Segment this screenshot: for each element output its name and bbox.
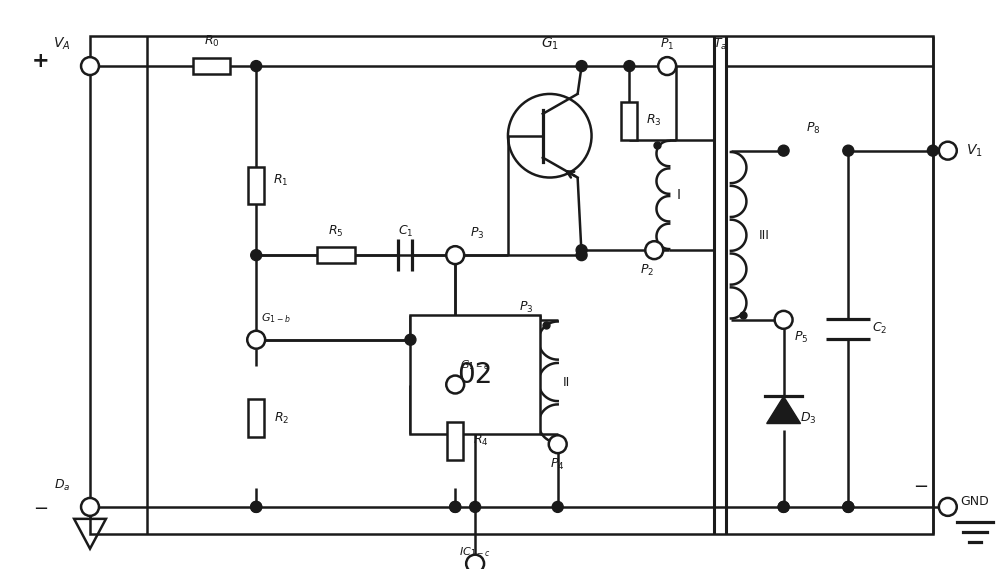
Bar: [447, 422, 463, 459]
Text: $G_1$: $G_1$: [541, 36, 559, 52]
Bar: [90, 36, 933, 534]
Circle shape: [576, 245, 587, 255]
Circle shape: [81, 57, 99, 75]
Polygon shape: [767, 397, 801, 424]
Circle shape: [843, 502, 854, 512]
Text: $R_3$: $R_3$: [646, 113, 662, 128]
Bar: [248, 400, 264, 437]
Text: $P_3$: $P_3$: [519, 300, 533, 315]
Text: 02: 02: [457, 361, 493, 389]
Text: $R_1$: $R_1$: [273, 173, 289, 188]
Text: $C_1$: $C_1$: [398, 223, 413, 239]
Text: $P_2$: $P_2$: [640, 263, 654, 278]
Circle shape: [446, 376, 464, 393]
Text: $D_a$: $D_a$: [54, 478, 70, 492]
Text: $G_{1-b}$: $G_{1-b}$: [261, 311, 291, 325]
Text: $P_8$: $P_8$: [806, 121, 821, 136]
Circle shape: [778, 145, 789, 156]
Text: GND: GND: [960, 495, 989, 508]
Circle shape: [251, 502, 262, 512]
Circle shape: [624, 60, 635, 72]
Text: $R_0$: $R_0$: [204, 34, 219, 49]
Text: III: III: [759, 229, 770, 242]
Circle shape: [466, 555, 484, 570]
Circle shape: [658, 57, 676, 75]
Text: $-$: $-$: [33, 498, 48, 516]
Circle shape: [843, 502, 854, 512]
Text: +: +: [31, 51, 49, 71]
Text: II: II: [563, 376, 570, 389]
Circle shape: [775, 311, 793, 329]
Text: $R_5$: $R_5$: [328, 223, 344, 239]
Circle shape: [450, 502, 461, 512]
Circle shape: [927, 145, 938, 156]
Text: $P_3$: $P_3$: [470, 226, 485, 241]
Circle shape: [778, 502, 789, 512]
Text: $P_5$: $P_5$: [794, 330, 809, 345]
Circle shape: [251, 60, 262, 72]
Text: $V_A$: $V_A$: [53, 36, 71, 52]
Circle shape: [81, 498, 99, 516]
Text: $R_2$: $R_2$: [274, 411, 290, 426]
Bar: [193, 58, 230, 74]
Circle shape: [251, 250, 262, 260]
Circle shape: [552, 502, 563, 512]
Text: $D_3$: $D_3$: [800, 411, 817, 426]
Circle shape: [576, 60, 587, 72]
Text: $G_{1-e}$: $G_{1-e}$: [460, 358, 490, 372]
Text: $IC_{1-c}$: $IC_{1-c}$: [459, 545, 491, 559]
Text: $C_2$: $C_2$: [872, 321, 888, 336]
Text: $T_a$: $T_a$: [713, 36, 727, 52]
Bar: [410, 315, 540, 434]
Bar: [621, 102, 637, 140]
Text: $V_1$: $V_1$: [966, 142, 983, 159]
Circle shape: [576, 250, 587, 260]
Circle shape: [843, 145, 854, 156]
Circle shape: [778, 502, 789, 512]
Text: $P_1$: $P_1$: [660, 36, 674, 52]
Bar: [248, 166, 264, 205]
Bar: [317, 247, 355, 263]
Text: $-$: $-$: [913, 476, 929, 494]
Text: I: I: [677, 188, 681, 202]
Circle shape: [939, 142, 957, 160]
Text: $P_4$: $P_4$: [550, 457, 565, 471]
Circle shape: [450, 502, 461, 512]
Circle shape: [645, 241, 663, 259]
Text: $R_4$: $R_4$: [473, 433, 489, 448]
Circle shape: [251, 502, 262, 512]
Circle shape: [247, 331, 265, 349]
Circle shape: [405, 334, 416, 345]
Circle shape: [470, 502, 481, 512]
Circle shape: [939, 498, 957, 516]
Circle shape: [549, 435, 567, 453]
Circle shape: [446, 246, 464, 264]
